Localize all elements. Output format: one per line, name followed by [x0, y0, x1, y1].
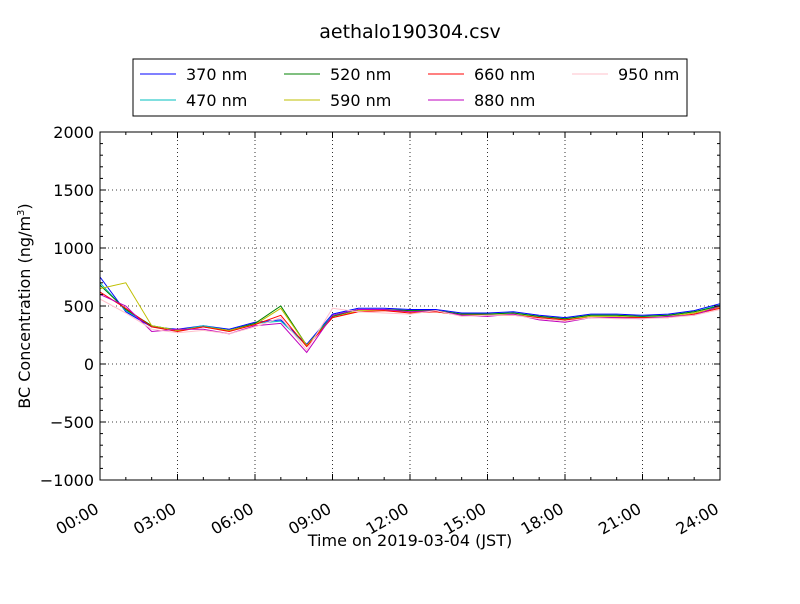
y-axis-label-main: BC Concentration (ng/m: [15, 216, 34, 409]
series-line: [99, 293, 721, 354]
y-tick-label: 2000: [53, 123, 94, 142]
series-layer: [99, 276, 721, 354]
y-axis-label-close: ): [15, 203, 34, 209]
y-tick-label: 500: [63, 297, 94, 316]
grid-layer: [100, 132, 720, 480]
legend-label: 950 nm: [618, 65, 679, 84]
legend-label: 660 nm: [474, 65, 535, 84]
plot-frame: [99, 131, 721, 481]
legend-items: 370 nm 470 nm 520 nm 590 nm 660 nm 880 nm 950 …: [140, 65, 679, 110]
series-line: [99, 298, 721, 351]
legend: 370 nm 470 nm 520 nm 590 nm 660 nm 880 nm 950 …: [132, 58, 688, 117]
legend-box: [132, 58, 688, 117]
x-axis-label: Time on 2019-03-04 (JST): [307, 531, 512, 550]
legend-label: 470 nm: [186, 91, 247, 110]
y-tick-label: −1000: [40, 471, 94, 490]
y-tick-label: 1500: [53, 181, 94, 200]
y-tick-label: −500: [50, 413, 94, 432]
y-tick-label: 1000: [53, 239, 94, 258]
y-axis-label-superscript: 3: [16, 210, 27, 216]
chart-title: aethalo190304.csv: [319, 21, 501, 43]
legend-label: 880 nm: [474, 91, 535, 110]
legend-label: 520 nm: [330, 65, 391, 84]
legend-label: 590 nm: [330, 91, 391, 110]
legend-label: 370 nm: [186, 65, 247, 84]
y-axis-label: BC Concentration (ng/m3): [15, 203, 34, 408]
y-tick-label: 0: [84, 355, 94, 374]
